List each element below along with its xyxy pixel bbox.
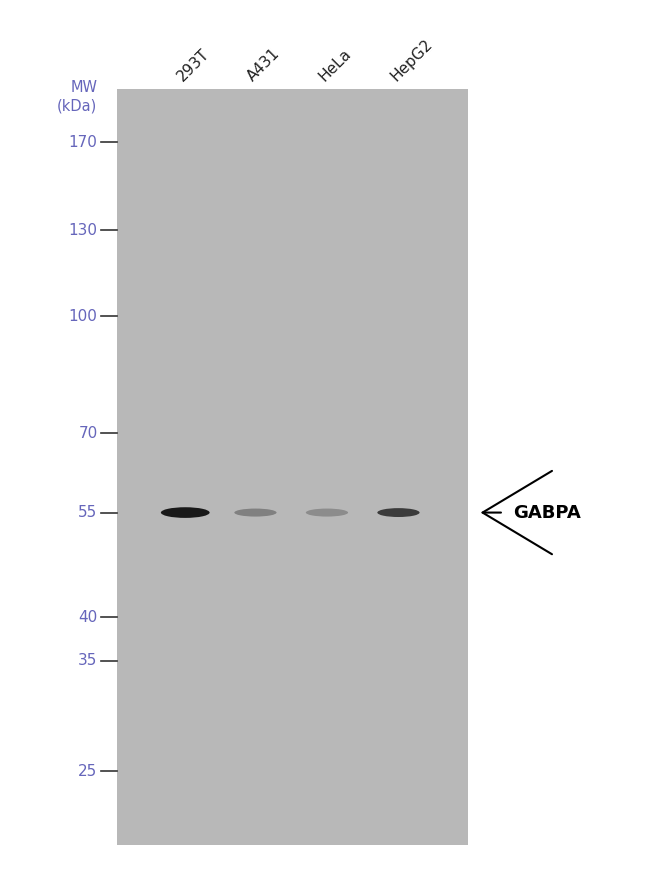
Text: 293T: 293T — [175, 46, 213, 84]
Text: 100: 100 — [69, 308, 97, 324]
Text: 70: 70 — [78, 426, 98, 441]
Text: MW
(kDa): MW (kDa) — [57, 80, 98, 114]
Text: GABPA: GABPA — [514, 503, 581, 522]
Text: 35: 35 — [78, 653, 98, 669]
Text: 55: 55 — [78, 505, 98, 520]
Text: 130: 130 — [68, 223, 98, 237]
Text: HeLa: HeLa — [317, 46, 354, 84]
Text: 25: 25 — [78, 764, 98, 779]
Text: A431: A431 — [245, 46, 283, 84]
Text: 170: 170 — [69, 135, 97, 149]
Text: 40: 40 — [78, 610, 98, 625]
Text: HepG2: HepG2 — [388, 37, 436, 84]
